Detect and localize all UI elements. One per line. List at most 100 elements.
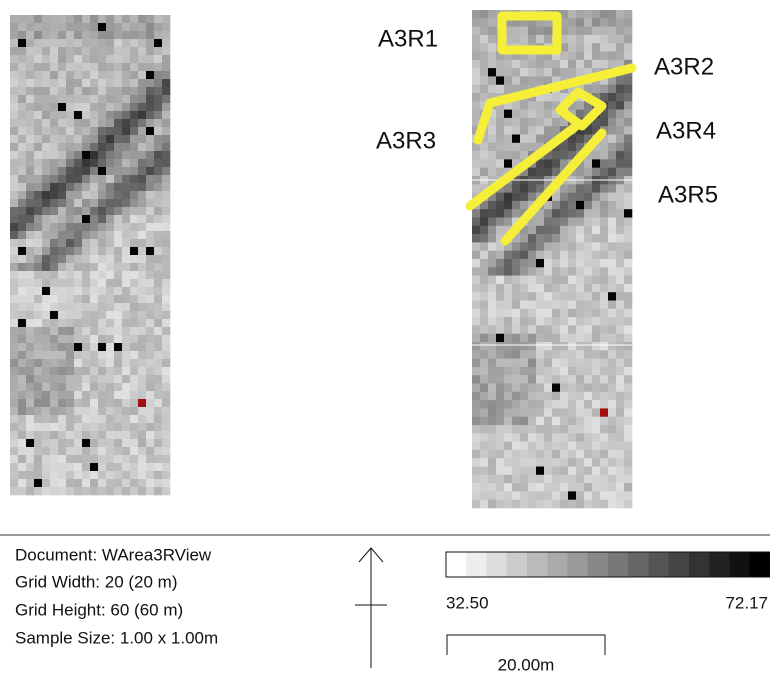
grid-cell: [592, 358, 601, 368]
grid-cell: [568, 51, 577, 61]
grid-cell: [512, 375, 521, 384]
grid-cell: [130, 175, 139, 184]
grid-cell: [472, 292, 481, 301]
grid-cell: [98, 279, 107, 288]
grid-cell: [42, 479, 51, 488]
grid-cell: [536, 184, 545, 193]
grid-cell: [58, 391, 67, 400]
grid-cell: [568, 300, 577, 310]
grid-cell: [50, 111, 59, 120]
grid-cell: [98, 447, 107, 456]
grid-cell: [106, 487, 115, 496]
grid-cell: [536, 68, 545, 77]
grid-cell: [544, 391, 553, 401]
grid-cell: [616, 342, 625, 351]
grid-cell: [58, 31, 67, 40]
grid-cell: [544, 400, 553, 409]
grid-cell: [50, 71, 59, 80]
grid-cell: [584, 499, 593, 509]
grid-cell: [592, 466, 601, 476]
grid-cell: [480, 342, 489, 351]
grid-cell: [114, 239, 123, 248]
grid-cell: [560, 491, 569, 500]
grid-cell: [544, 217, 553, 227]
grid-cell: [130, 239, 139, 248]
grid-cell: [114, 447, 123, 456]
grid-cell: [146, 207, 155, 216]
grid-cell: [624, 366, 633, 376]
grid-cell: [162, 15, 171, 24]
grid-cell: [26, 351, 35, 360]
grid-cell: [512, 151, 521, 160]
grid-cell: [42, 335, 51, 344]
grid-cell: [74, 151, 83, 160]
grid-cell: [138, 271, 147, 280]
grid-cell: [74, 95, 83, 104]
grid-cell: [82, 47, 91, 56]
grid-cell: [504, 283, 513, 293]
grid-cell: [576, 59, 585, 69]
grid-cell: [66, 103, 75, 112]
grid-cell: [608, 366, 617, 376]
grid-cell: [18, 87, 27, 96]
grid-cell: [488, 350, 497, 359]
grid-cell: [472, 217, 481, 227]
grid-cell: [488, 242, 497, 251]
grid-cell: [122, 183, 131, 192]
grid-cell: [520, 250, 529, 260]
grid-cell: [488, 391, 497, 401]
grid-cell: [536, 491, 545, 500]
grid-cell: [90, 279, 99, 288]
grid-cell: [528, 300, 537, 310]
grid-cell: [536, 159, 545, 168]
grid-cell: [66, 463, 75, 472]
grid-cell: [496, 134, 505, 144]
region-label: A3R5: [658, 181, 718, 208]
grid-cell: [74, 399, 83, 408]
grid-cell: [26, 79, 35, 88]
grid-cell: [488, 325, 497, 334]
grid-cell: [472, 234, 481, 243]
grid-cell: [98, 127, 107, 136]
grid-cell: [472, 159, 481, 168]
grid-cell: [560, 250, 569, 260]
grid-cell: [74, 63, 83, 72]
grid-cell: [504, 59, 513, 69]
grid-cell: [624, 474, 633, 484]
grid-cell: [34, 487, 43, 496]
grid-cell: [472, 499, 481, 509]
grid-cell: [154, 423, 163, 432]
grid-cell: [624, 126, 633, 135]
grid-cell: [10, 23, 19, 32]
grid-cell: [592, 84, 601, 94]
grid-cell: [58, 143, 67, 152]
grid-cell: [536, 234, 545, 243]
arrow-head: [358, 547, 384, 563]
grid-cell: [608, 18, 617, 27]
grid-cell: [472, 18, 481, 27]
grid-cell: [26, 407, 35, 416]
grid-cell: [496, 275, 505, 285]
grid-cell: [130, 39, 139, 48]
grid-cell: [512, 159, 521, 168]
grid-cell: [472, 142, 481, 152]
grid-cell: [480, 391, 489, 401]
grid-cell: [472, 209, 481, 218]
grid-cell: [576, 18, 585, 27]
grid-cell: [130, 143, 139, 152]
grid-cell: [576, 283, 585, 293]
grid-cell: [624, 134, 633, 144]
grid-cell: [512, 491, 521, 500]
grid-cell: [34, 383, 43, 392]
grid-cell: [18, 127, 27, 136]
grid-cell: [122, 215, 131, 224]
grid-cell: [608, 159, 617, 168]
grid-cell: [50, 399, 59, 408]
grid-cell: [90, 431, 99, 440]
grid-cell: [528, 408, 537, 417]
grid-cell: [552, 275, 561, 285]
grid-cell: [66, 279, 75, 288]
grid-cell: [130, 23, 139, 32]
grid-cell: [496, 366, 505, 376]
grid-cell: [616, 151, 625, 160]
